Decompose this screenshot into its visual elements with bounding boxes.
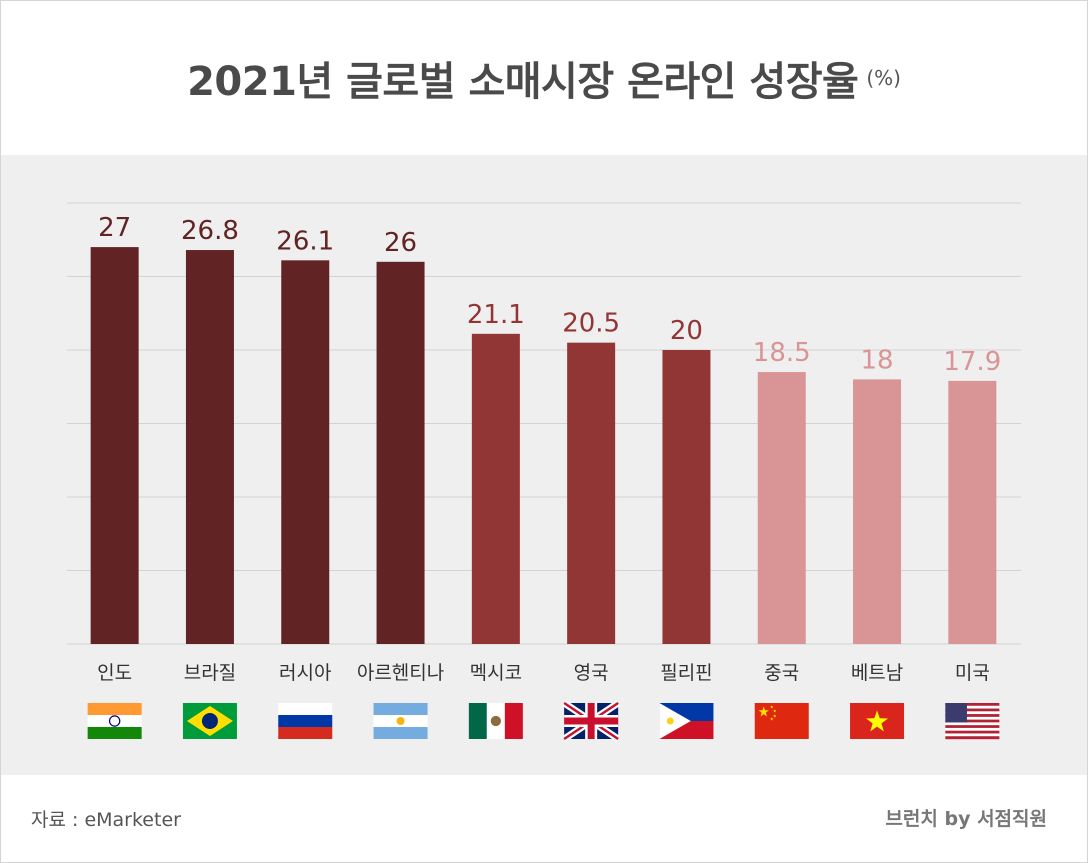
value-label: 18.5: [753, 338, 811, 368]
chart-title: 2021년 글로벌 소매시장 온라인 성장율: [187, 59, 859, 105]
bar: [90, 247, 139, 644]
mexico-flag-icon: [468, 703, 523, 739]
value-label: 17.9: [943, 347, 1001, 377]
value-label: 18: [861, 345, 894, 375]
category-label: 브라질: [184, 662, 236, 684]
bar: [948, 380, 997, 644]
category-label: 인도: [97, 662, 132, 684]
category-label: 미국: [955, 662, 990, 684]
chart-header: 2021년 글로벌 소매시장 온라인 성장율 (%): [1, 1, 1087, 155]
category-label: 베트남: [851, 662, 903, 684]
value-label: 27: [98, 213, 131, 243]
value-label: 20: [670, 316, 703, 346]
china-flag-icon: [754, 703, 809, 739]
value-label: 21.1: [467, 300, 525, 330]
source-note: 자료 : eMarketer: [31, 809, 181, 831]
bar: [853, 379, 902, 644]
category-label: 중국: [764, 662, 799, 684]
bar: [376, 261, 425, 644]
value-label: 26.8: [181, 216, 239, 246]
argentina-flag-icon: [373, 703, 428, 739]
credit-note: 브런치 by 서점직원: [885, 808, 1047, 830]
vietnam-flag-icon: [850, 703, 905, 739]
bar: [662, 350, 711, 644]
category-label: 러시아: [279, 662, 331, 684]
usa-flag-icon: [945, 703, 1000, 740]
uk-flag-icon: [562, 700, 621, 742]
india-flag-icon: [87, 703, 142, 739]
chart-unit: (%): [866, 66, 901, 90]
bar-chart: 27 26.8 26.1 26 21.1 20.5 20 18.5 18 17.9 인도 브라질 러시…: [67, 202, 1021, 742]
philippines-flag-icon: [659, 703, 714, 739]
value-label: 26.1: [276, 226, 334, 256]
plot-area: 27 26.8 26.1 26 21.1 20.5 20 18.5 18 17.9 인도 브라질 러시…: [1, 155, 1087, 775]
value-label: 20.5: [562, 309, 620, 339]
brazil-flag-icon: [182, 703, 237, 739]
category-label: 필리핀: [660, 662, 712, 684]
bar: [567, 342, 616, 644]
russia-flag-icon: [278, 703, 333, 739]
category-label: 멕시코: [470, 662, 522, 684]
bar: [757, 372, 806, 644]
bar: [185, 250, 234, 644]
bar: [281, 260, 330, 644]
value-label: 26: [384, 228, 417, 258]
category-label: 아르헨티나: [357, 662, 444, 684]
bar: [471, 333, 520, 644]
category-label: 영국: [574, 662, 609, 684]
